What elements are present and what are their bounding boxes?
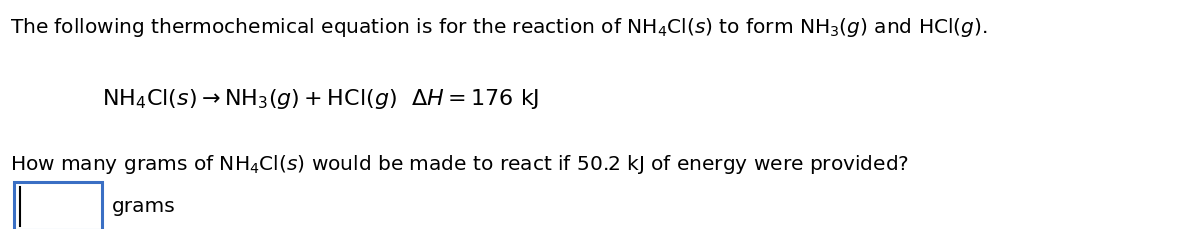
Text: How many grams of $\mathrm{NH_4Cl}(s)$ would be made to react if 50.2 kJ of ener: How many grams of $\mathrm{NH_4Cl}(s)$ w… — [10, 153, 908, 176]
Text: The following thermochemical equation is for the reaction of $\mathrm{NH_4Cl}(s): The following thermochemical equation is… — [10, 16, 988, 39]
FancyBboxPatch shape — [14, 182, 102, 229]
Text: grams: grams — [112, 197, 175, 215]
Text: $\mathrm{NH_4Cl}(s) \rightarrow \mathrm{NH_3}(g) + \mathrm{HCl}(g)$  $\Delta H =: $\mathrm{NH_4Cl}(s) \rightarrow \mathrm{… — [102, 87, 539, 111]
